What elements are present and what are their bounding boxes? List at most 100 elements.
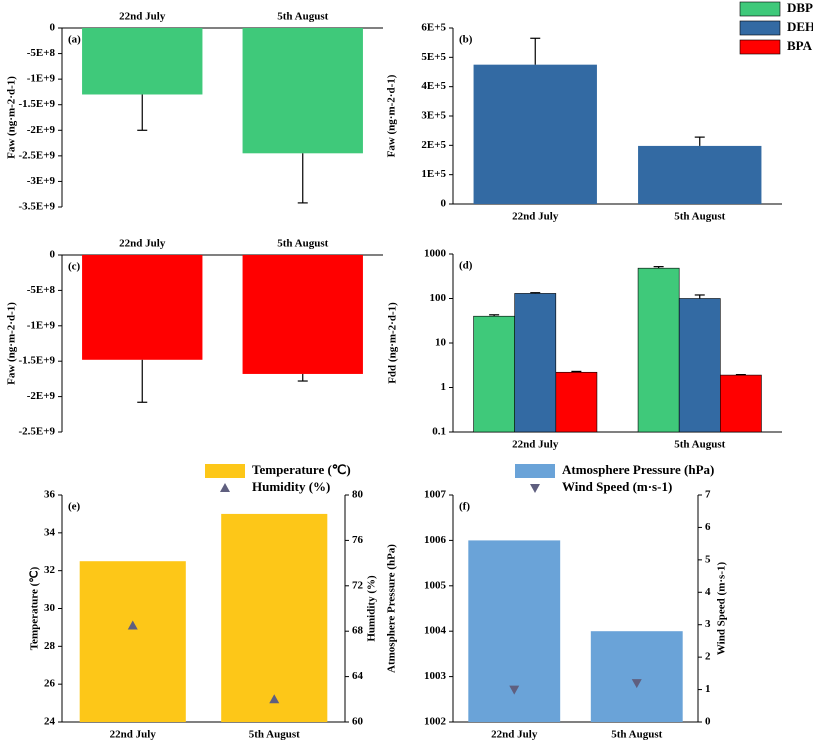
legend-marker (220, 483, 230, 492)
legend-swatch (739, 39, 781, 55)
bar (590, 631, 683, 722)
y-tick-label: 0 (50, 249, 56, 261)
bar (242, 28, 363, 154)
x-tick-label: 5th August (611, 729, 662, 741)
y-tick-label: -1.5E+9 (18, 355, 55, 367)
bar (637, 267, 680, 433)
error-bar (297, 373, 308, 382)
x-tick-label: 5th August (249, 729, 300, 741)
bar (468, 540, 561, 722)
y-axis-title: Faw (ng·m-2·d-1) (6, 76, 18, 159)
y-tick-label: 1003 (424, 670, 447, 682)
y-tick-label: 24 (44, 716, 56, 728)
x-tick-label: 5th August (277, 238, 328, 250)
bar (678, 298, 721, 433)
error-bar (530, 37, 541, 65)
y2-tick-label: 60 (352, 716, 364, 728)
y-tick-label: 1007 (424, 489, 447, 501)
y2-tick-label: 1 (705, 683, 711, 695)
bar (638, 145, 762, 204)
y-tick-label: 28 (44, 640, 56, 652)
y-tick-label: -2E+9 (27, 390, 56, 402)
panel-label: (d) (459, 260, 473, 272)
y-tick-label: 1 (441, 381, 447, 393)
y2-tick-label: 68 (352, 625, 364, 637)
panel-label: (a) (68, 34, 81, 46)
legend-label: Atmosphere Pressure (hPa) (562, 462, 714, 477)
y2-tick-label: 7 (705, 489, 711, 501)
y-tick-label: -1E+9 (27, 73, 56, 85)
legend-label: Temperature (℃) (252, 462, 351, 477)
bar (79, 561, 186, 722)
panel-label: (c) (68, 261, 81, 273)
y2-tick-label: 5 (705, 553, 711, 565)
error-bar (694, 136, 705, 146)
y-tick-label: 4E+5 (421, 80, 446, 92)
y2-tick-label: 64 (352, 670, 364, 682)
x-tick-label: 5th August (277, 11, 328, 23)
bar (82, 28, 203, 95)
legend-swatch (739, 20, 781, 36)
panel-label: (b) (459, 34, 473, 46)
marker (269, 694, 280, 704)
y-tick-label: -3.5E+9 (18, 201, 55, 213)
y2-axis-title: Humidity (%) (366, 575, 378, 642)
y-tick-label: 1005 (424, 579, 447, 591)
error-bar (137, 94, 148, 131)
bar (221, 513, 328, 722)
y-tick-label: 1006 (424, 534, 447, 546)
y-tick-label: 1E+5 (421, 168, 446, 180)
error-bar (653, 266, 664, 269)
legend-label: Humidity (%) (252, 479, 330, 494)
y-tick-label: -3E+9 (27, 175, 56, 187)
y-tick-label: 5E+5 (421, 51, 446, 63)
y-axis-title: Atmosphere Pressure (hPa) (386, 544, 398, 673)
error-bar (571, 370, 582, 373)
x-tick-label: 22nd July (119, 238, 166, 250)
legend-swatch (205, 464, 245, 478)
bar (555, 371, 598, 433)
error-bar (489, 314, 500, 317)
y-tick-label: 0 (441, 198, 447, 210)
error-bar (735, 373, 746, 376)
y-tick-label: -2.5E+9 (18, 149, 55, 161)
x-tick-label: 5th August (674, 439, 725, 451)
x-tick-label: 22nd July (119, 11, 166, 23)
y-tick-label: -5E+8 (27, 47, 56, 59)
error-bar (297, 153, 308, 204)
panel-label: (e) (68, 501, 81, 513)
bar (82, 255, 203, 360)
y-tick-label: 30 (44, 602, 56, 614)
error-bar (137, 359, 148, 403)
y-tick-label: -1.5E+9 (18, 98, 55, 110)
marker (631, 679, 642, 689)
y-axis-title: Faw (ng·m-2·d-1) (386, 74, 398, 157)
y-tick-label: 26 (44, 678, 56, 690)
y-tick-label: 1000 (424, 248, 447, 260)
y2-tick-label: 6 (705, 521, 711, 533)
legend-label: DBP (787, 0, 813, 15)
y2-tick-label: 2 (705, 651, 711, 663)
y-axis-title: Fdd (ng·m-2·d-1) (387, 302, 399, 384)
y-tick-label: -2E+9 (27, 124, 56, 136)
y2-tick-label: 0 (705, 716, 711, 728)
x-tick-label: 22nd July (110, 729, 157, 741)
y-tick-label: 0 (50, 22, 56, 34)
legend-swatch (739, 1, 781, 17)
y-tick-label: 3E+5 (421, 110, 446, 122)
x-tick-label: 22nd July (512, 211, 559, 223)
y-tick-label: 32 (44, 564, 56, 576)
y2-axis-title: Wind Speed (m·s-1) (716, 562, 728, 656)
y-tick-label: 100 (430, 292, 447, 304)
bar (514, 293, 557, 433)
legend-swatch (515, 464, 555, 478)
bar (473, 64, 597, 205)
x-tick-label: 5th August (674, 211, 725, 223)
bar (720, 374, 762, 433)
y-tick-label: 34 (44, 526, 56, 538)
y-axis-title: Faw (ng·m-2·d-1) (6, 302, 18, 385)
bar (242, 255, 363, 374)
y-tick-label: 1002 (424, 716, 447, 728)
legend-label: Wind Speed (m·s-1) (562, 479, 672, 494)
